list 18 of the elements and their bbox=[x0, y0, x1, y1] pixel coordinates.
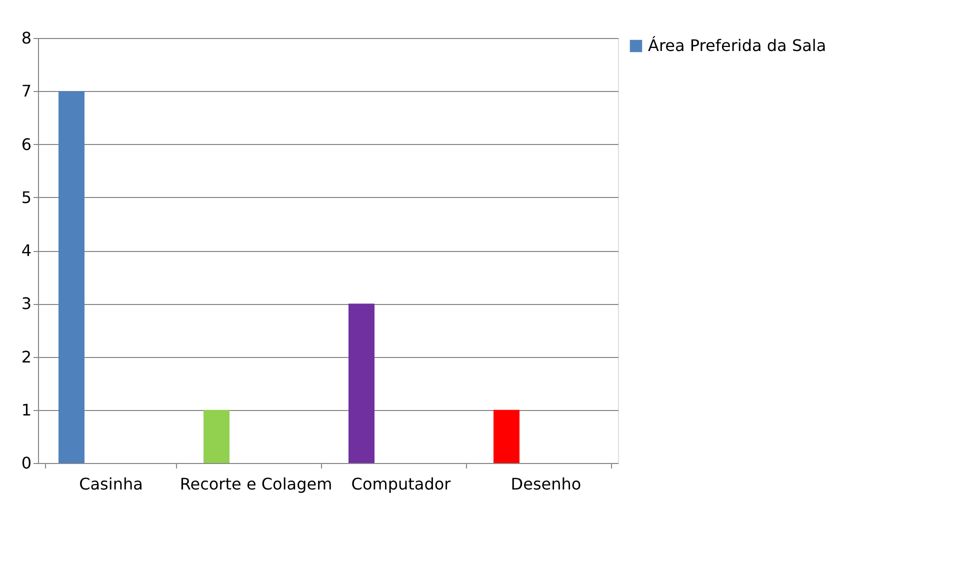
legend-label: Área Preferida da Sala bbox=[648, 36, 826, 55]
y-tick-label: 3 bbox=[21, 294, 32, 314]
y-tick-label: 8 bbox=[21, 28, 32, 48]
y-tick-label: 1 bbox=[21, 400, 32, 420]
x-tick-label: Casinha bbox=[79, 474, 143, 494]
y-tick-label: 2 bbox=[21, 347, 32, 366]
y-tick-label: 0 bbox=[21, 454, 32, 472]
y-tick-label: 7 bbox=[21, 82, 32, 101]
y-tick-label: 4 bbox=[21, 241, 32, 260]
x-tick-label: Recorte e Colagem bbox=[180, 474, 332, 494]
bar bbox=[204, 410, 230, 463]
y-tick-label: 6 bbox=[21, 134, 32, 154]
bar bbox=[58, 91, 84, 463]
bar bbox=[494, 410, 520, 463]
bar bbox=[348, 304, 374, 463]
x-tick-label: Desenho bbox=[510, 474, 582, 494]
y-tick-label: 5 bbox=[21, 188, 32, 207]
x-tick-label: Computador bbox=[351, 474, 452, 494]
